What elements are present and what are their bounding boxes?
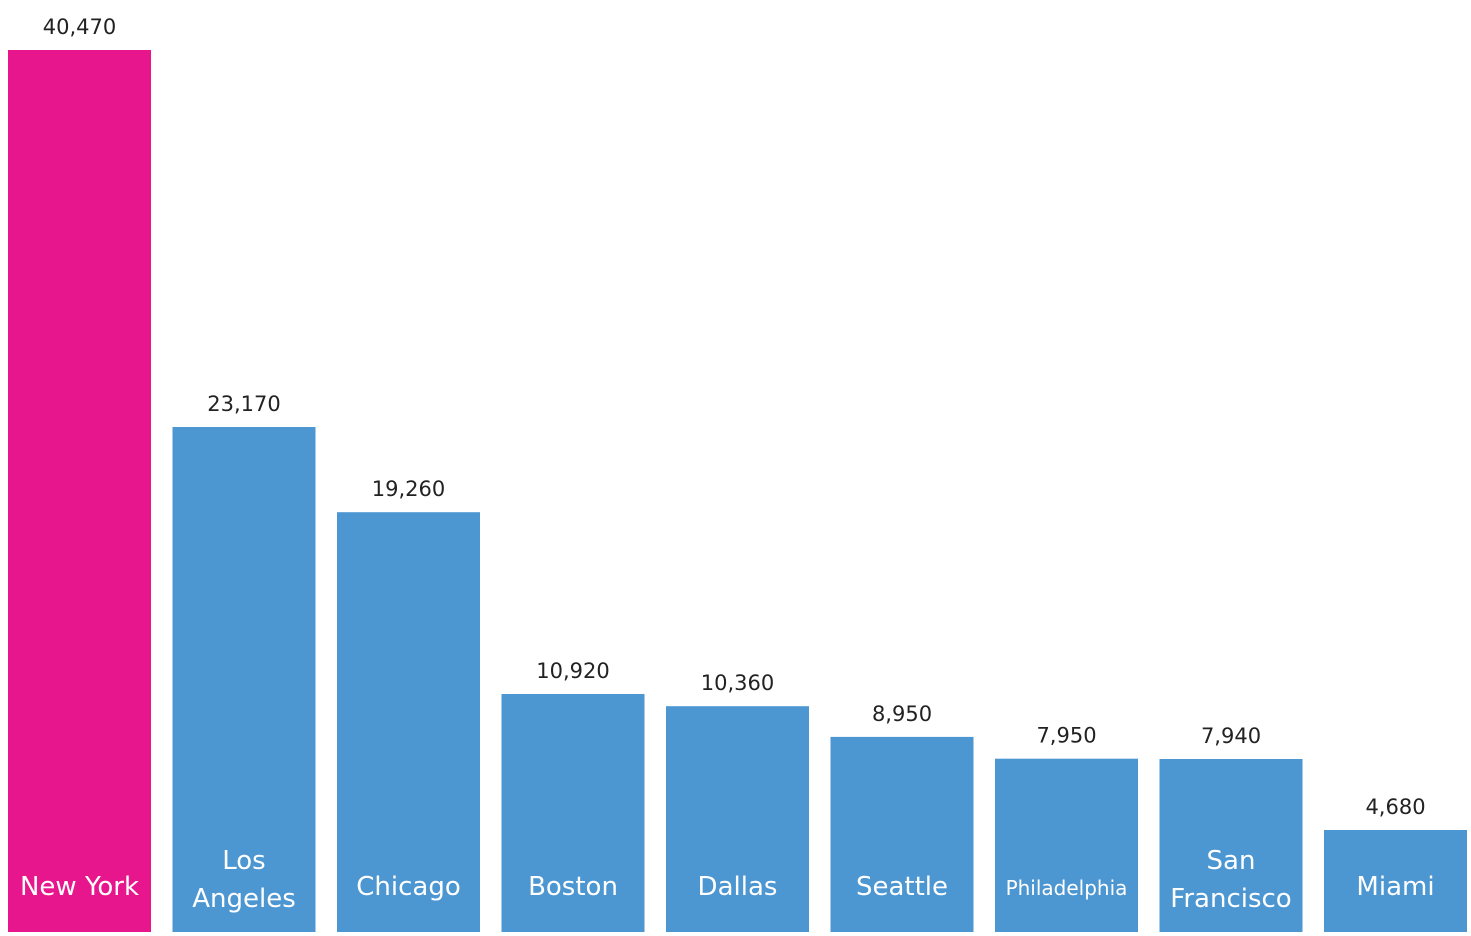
bar-dallas bbox=[666, 706, 809, 932]
bar-new-york bbox=[8, 50, 151, 932]
value-label-san-francisco: 7,940 bbox=[1201, 724, 1261, 748]
value-label-miami: 4,680 bbox=[1365, 795, 1425, 819]
category-label-chicago: Chicago bbox=[356, 872, 461, 902]
category-label-line: San bbox=[1207, 846, 1256, 876]
bar-seattle bbox=[830, 736, 974, 932]
category-label-line: Los bbox=[222, 846, 265, 876]
category-label-seattle: Seattle bbox=[856, 872, 948, 902]
category-label-line: Boston bbox=[528, 872, 618, 902]
category-label-philadelphia: Philadelphia bbox=[1006, 876, 1128, 900]
category-label-new-york: New York bbox=[20, 872, 139, 902]
value-label-boston: 10,920 bbox=[536, 659, 609, 683]
value-label-philadelphia: 7,950 bbox=[1036, 724, 1096, 748]
category-label-line: Philadelphia bbox=[1006, 876, 1128, 900]
category-label-line: Dallas bbox=[698, 872, 778, 902]
value-label-chicago: 19,260 bbox=[372, 477, 445, 501]
value-label-new-york: 40,470 bbox=[43, 15, 116, 39]
bars-layer bbox=[8, 50, 1467, 932]
category-label-san-francisco: San Francisco bbox=[1170, 846, 1291, 914]
bar-los-angeles bbox=[172, 427, 316, 932]
bar-san-francisco bbox=[1159, 759, 1303, 932]
category-label-dallas: Dallas bbox=[698, 872, 778, 902]
category-label-line: Chicago bbox=[356, 872, 461, 902]
category-label-miami: Miami bbox=[1356, 872, 1434, 902]
category-label-line: Miami bbox=[1356, 872, 1434, 902]
category-label-line: New York bbox=[20, 872, 139, 902]
category-label-line: Francisco bbox=[1170, 884, 1291, 914]
value-labels-layer: 40,470 23,170 19,260 10,920 10,360 8,950 7,950… bbox=[43, 15, 1426, 819]
value-label-los-angeles: 23,170 bbox=[207, 392, 280, 416]
value-label-seattle: 8,950 bbox=[872, 702, 932, 726]
bar-chicago bbox=[337, 512, 480, 932]
category-label-boston: Boston bbox=[528, 872, 618, 902]
category-label-los-angeles: Los Angeles bbox=[192, 846, 296, 914]
bar-philadelphia bbox=[995, 758, 1138, 932]
category-label-line: Seattle bbox=[856, 872, 948, 902]
bar-miami bbox=[1324, 830, 1467, 932]
bar-boston bbox=[501, 694, 645, 932]
value-label-dallas: 10,360 bbox=[701, 671, 774, 695]
category-label-line: Angeles bbox=[192, 884, 296, 914]
category-labels-layer: New York Los Angeles Chicago Boston Dallas Sea… bbox=[20, 846, 1435, 914]
